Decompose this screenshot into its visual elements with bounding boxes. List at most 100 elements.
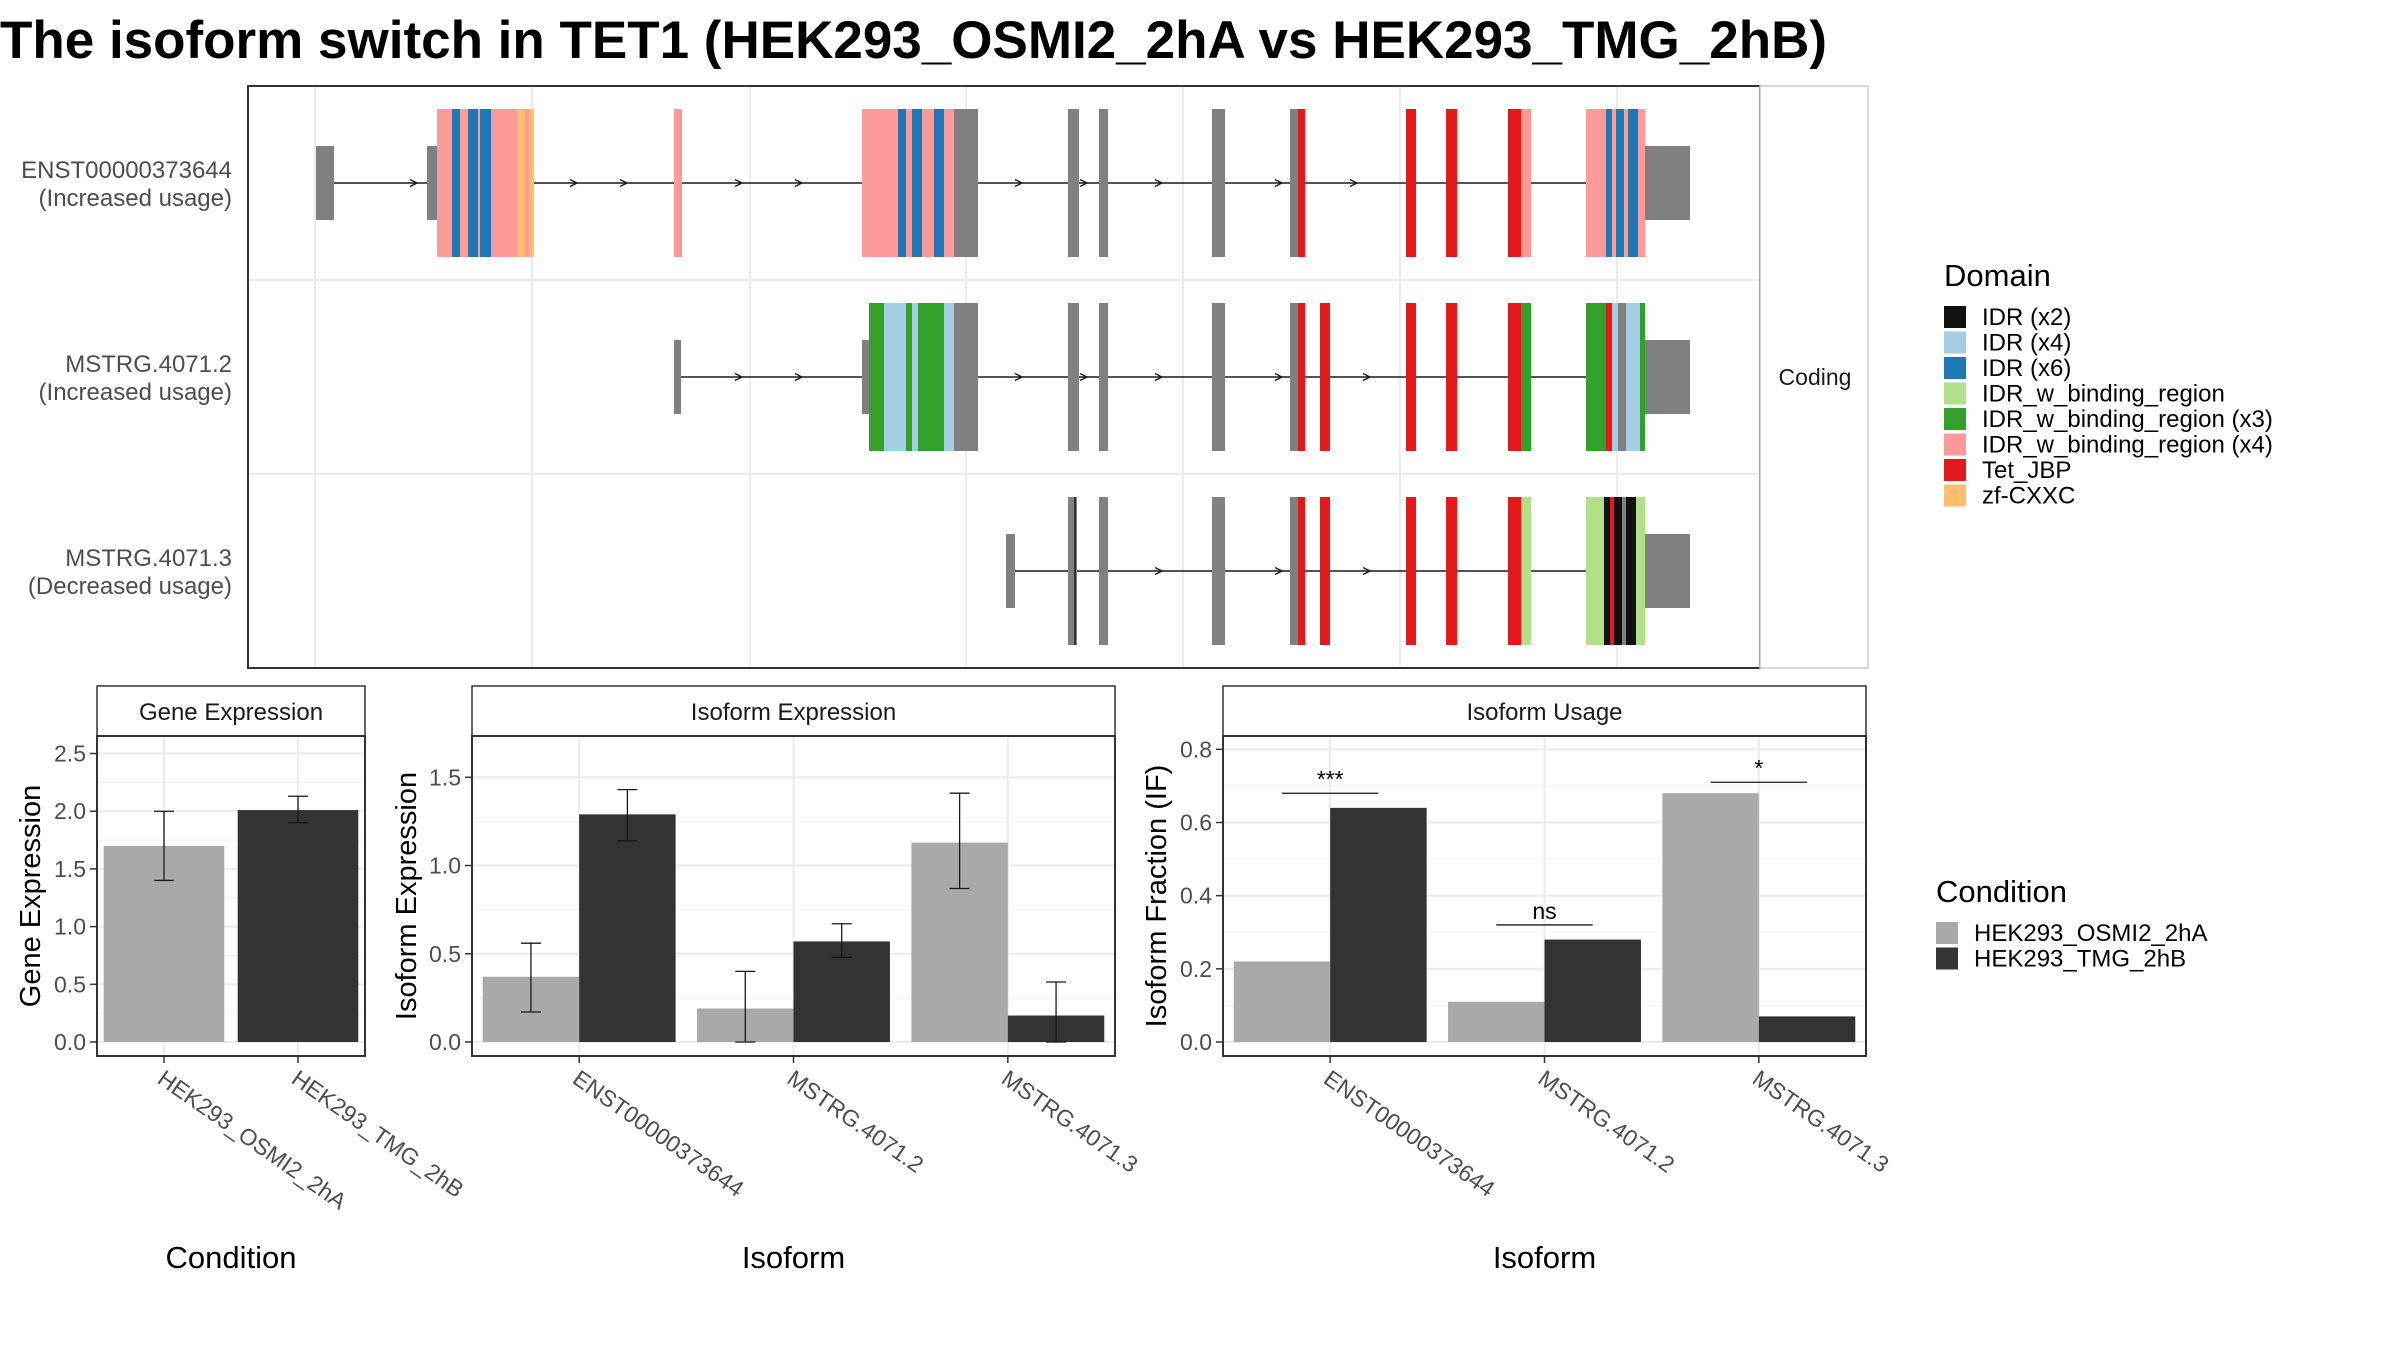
domain-legend-swatch xyxy=(1944,357,1966,379)
chart-strip-title: Isoform Usage xyxy=(1466,699,1622,726)
y-tick-label: 2.5 xyxy=(54,741,86,767)
transcript-usage-label: (Increased usage) xyxy=(39,379,232,406)
exon-segment xyxy=(1508,109,1521,257)
y-tick-label: 0.5 xyxy=(429,941,461,967)
y-tick-label: 0.6 xyxy=(1180,809,1212,835)
direction-arrow-icon xyxy=(1349,178,1359,188)
exon-segment xyxy=(922,109,934,257)
exon-segment xyxy=(1406,497,1416,645)
exon-segment xyxy=(1290,109,1298,257)
transcript-id-label: MSTRG.4071.2 xyxy=(65,351,232,378)
domain-legend-swatch xyxy=(1944,484,1966,507)
direction-arrow-icon xyxy=(1014,372,1024,382)
x-tick-label: ENST00000373644 xyxy=(1319,1065,1500,1202)
exon-segment xyxy=(1645,534,1690,608)
exon-segment xyxy=(1626,497,1636,645)
bar xyxy=(793,941,890,1042)
chart-strip-title: Gene Expression xyxy=(139,699,323,726)
direction-arrow-icon xyxy=(1274,566,1284,576)
x-axis-title: Isoform xyxy=(742,1240,845,1275)
exon-segment xyxy=(944,109,954,257)
y-tick-label: 0.4 xyxy=(1180,883,1212,909)
exon-segment xyxy=(1290,497,1298,645)
direction-arrow-icon xyxy=(1154,372,1164,382)
exon-segment xyxy=(1320,303,1330,451)
exon-segment xyxy=(1290,303,1298,451)
direction-arrow-icon xyxy=(1079,372,1089,382)
direction-arrow-icon xyxy=(1362,372,1372,382)
y-axis-title: Gene Expression xyxy=(15,785,47,1007)
exon-segment xyxy=(1446,303,1457,451)
bar xyxy=(1758,1016,1856,1042)
exon-segment xyxy=(898,109,906,257)
chart-strip xyxy=(96,685,366,737)
significance-label: * xyxy=(1754,755,1763,781)
y-tick-label: 1.5 xyxy=(429,764,461,790)
exon-segment xyxy=(862,340,869,414)
x-tick-label: MSTRG.4071.3 xyxy=(1748,1065,1894,1178)
exon-segment xyxy=(468,109,478,257)
transcript-id-label: MSTRG.4071.3 xyxy=(65,545,232,572)
exon-segment xyxy=(1446,109,1457,257)
bar xyxy=(1544,939,1641,1042)
y-tick-label: 1.0 xyxy=(429,853,461,879)
transcript-usage-label: (Increased usage) xyxy=(39,185,232,212)
domain-legend-swatch xyxy=(1944,306,1966,328)
exon-segment xyxy=(1616,109,1624,257)
exon-segment xyxy=(674,109,682,257)
exon-segment xyxy=(1586,303,1606,451)
condition-legend-label: HEK293_OSMI2_2hA xyxy=(1974,920,2207,947)
y-tick-label: 2.0 xyxy=(54,798,86,824)
condition-legend-swatch xyxy=(1936,947,1958,970)
exon-segment xyxy=(1645,340,1690,414)
exon-segment xyxy=(478,109,480,257)
transcript-row: MSTRG.4071.3(Decreased usage) xyxy=(28,497,1690,645)
direction-arrow-icon xyxy=(1154,178,1164,188)
transcript-usage-label: (Decreased usage) xyxy=(28,573,232,600)
x-tick-label: ENST00000373644 xyxy=(568,1065,749,1202)
y-axis-title: Isoform Fraction (IF) xyxy=(1141,765,1173,1028)
direction-arrow-icon xyxy=(409,178,419,188)
bar xyxy=(579,814,676,1042)
bar xyxy=(237,810,359,1042)
exon-segment xyxy=(1632,303,1640,451)
exon-segment xyxy=(1521,497,1531,645)
coding-strip xyxy=(1759,85,1869,669)
exon-segment xyxy=(1099,497,1108,645)
exon-segment xyxy=(460,109,468,257)
exon-segment xyxy=(1636,497,1645,645)
bar xyxy=(1448,1001,1545,1042)
y-tick-label: 0.0 xyxy=(429,1029,461,1055)
exon-segment xyxy=(1406,303,1416,451)
condition-legend-label: HEK293_TMG_2hB xyxy=(1974,946,2186,973)
exon-segment xyxy=(529,109,534,257)
exon-segment xyxy=(1612,109,1616,257)
direction-arrow-icon xyxy=(734,178,744,188)
exon-segment xyxy=(1622,497,1626,645)
domain-legend-label: IDR (x6) xyxy=(1982,355,2071,382)
y-tick-label: 0.5 xyxy=(54,971,86,997)
y-tick-label: 1.5 xyxy=(54,856,86,882)
domain-legend-label: IDR (x2) xyxy=(1982,304,2071,331)
bar xyxy=(1233,961,1331,1042)
transcript-id-label: ENST00000373644 xyxy=(21,157,232,184)
exon-segment xyxy=(869,303,884,451)
exon-segment xyxy=(1212,497,1225,645)
exon-segment xyxy=(1068,497,1077,645)
domain-legend-swatch xyxy=(1944,459,1966,481)
direction-arrow-icon xyxy=(734,372,744,382)
exon-segment xyxy=(954,303,978,451)
y-tick-label: 0.0 xyxy=(54,1029,86,1055)
direction-arrow-icon xyxy=(794,372,804,382)
condition-legend-swatch xyxy=(1936,922,1958,944)
exon-segment xyxy=(918,303,944,451)
domain-legend-title: Domain xyxy=(1944,258,2051,293)
exon-segment xyxy=(1610,497,1614,645)
y-tick-label: 0.0 xyxy=(1180,1029,1212,1055)
exon-segment xyxy=(1508,303,1521,451)
exon-segment xyxy=(1446,497,1457,645)
exon-segment xyxy=(491,109,517,257)
exon-segment xyxy=(1099,303,1108,451)
